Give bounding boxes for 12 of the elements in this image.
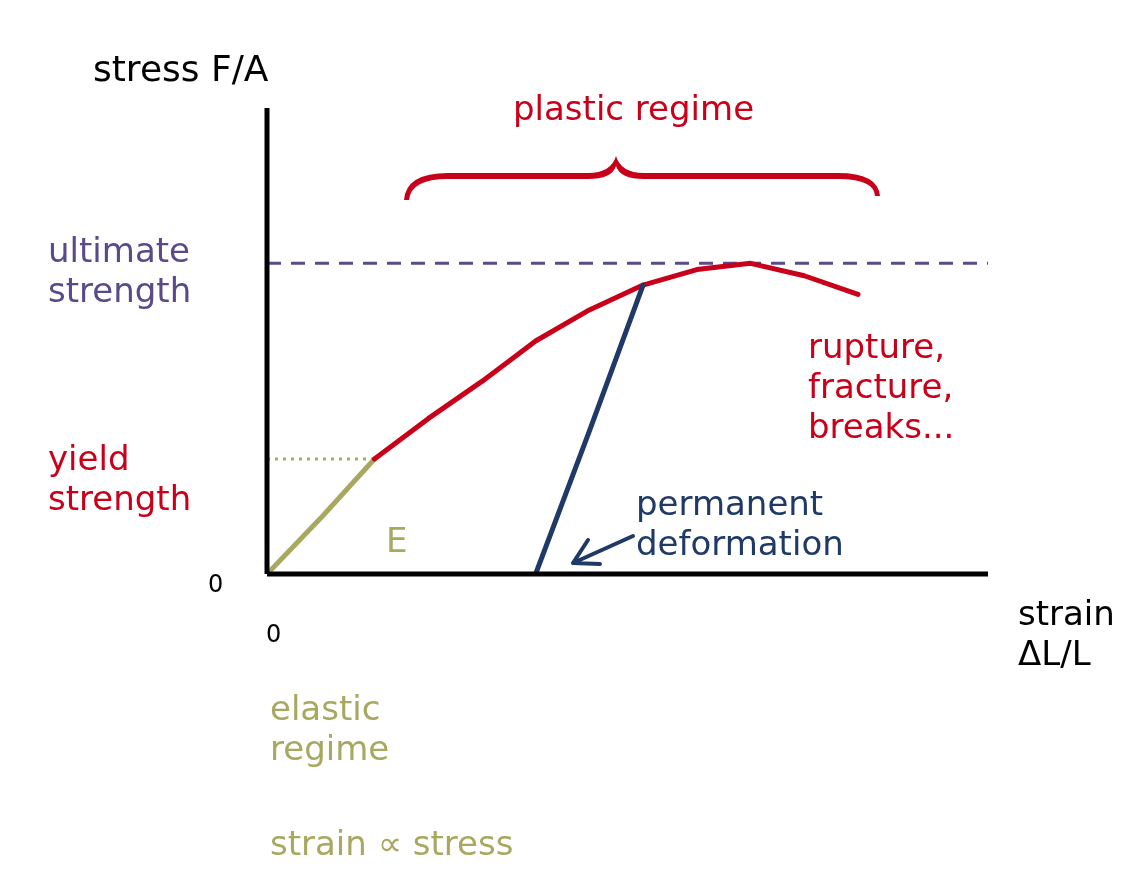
annotation: permanent deformation bbox=[636, 483, 845, 563]
x-axis-title: strain ΔL/L bbox=[1018, 593, 1116, 673]
ref-line-label: ultimate strength bbox=[48, 230, 193, 310]
text: 0 bbox=[266, 620, 283, 648]
annotation: E bbox=[386, 520, 409, 560]
text: strain ∝ stress bbox=[270, 823, 515, 863]
text: 0 bbox=[208, 570, 225, 598]
y-axis-title: stress F/A bbox=[93, 48, 269, 89]
text: elastic regime bbox=[270, 688, 391, 768]
text: plastic regime bbox=[513, 88, 756, 128]
ref-line-label: yield strength bbox=[48, 438, 193, 518]
annotation: rupture, fracture, breaks... bbox=[808, 326, 956, 446]
